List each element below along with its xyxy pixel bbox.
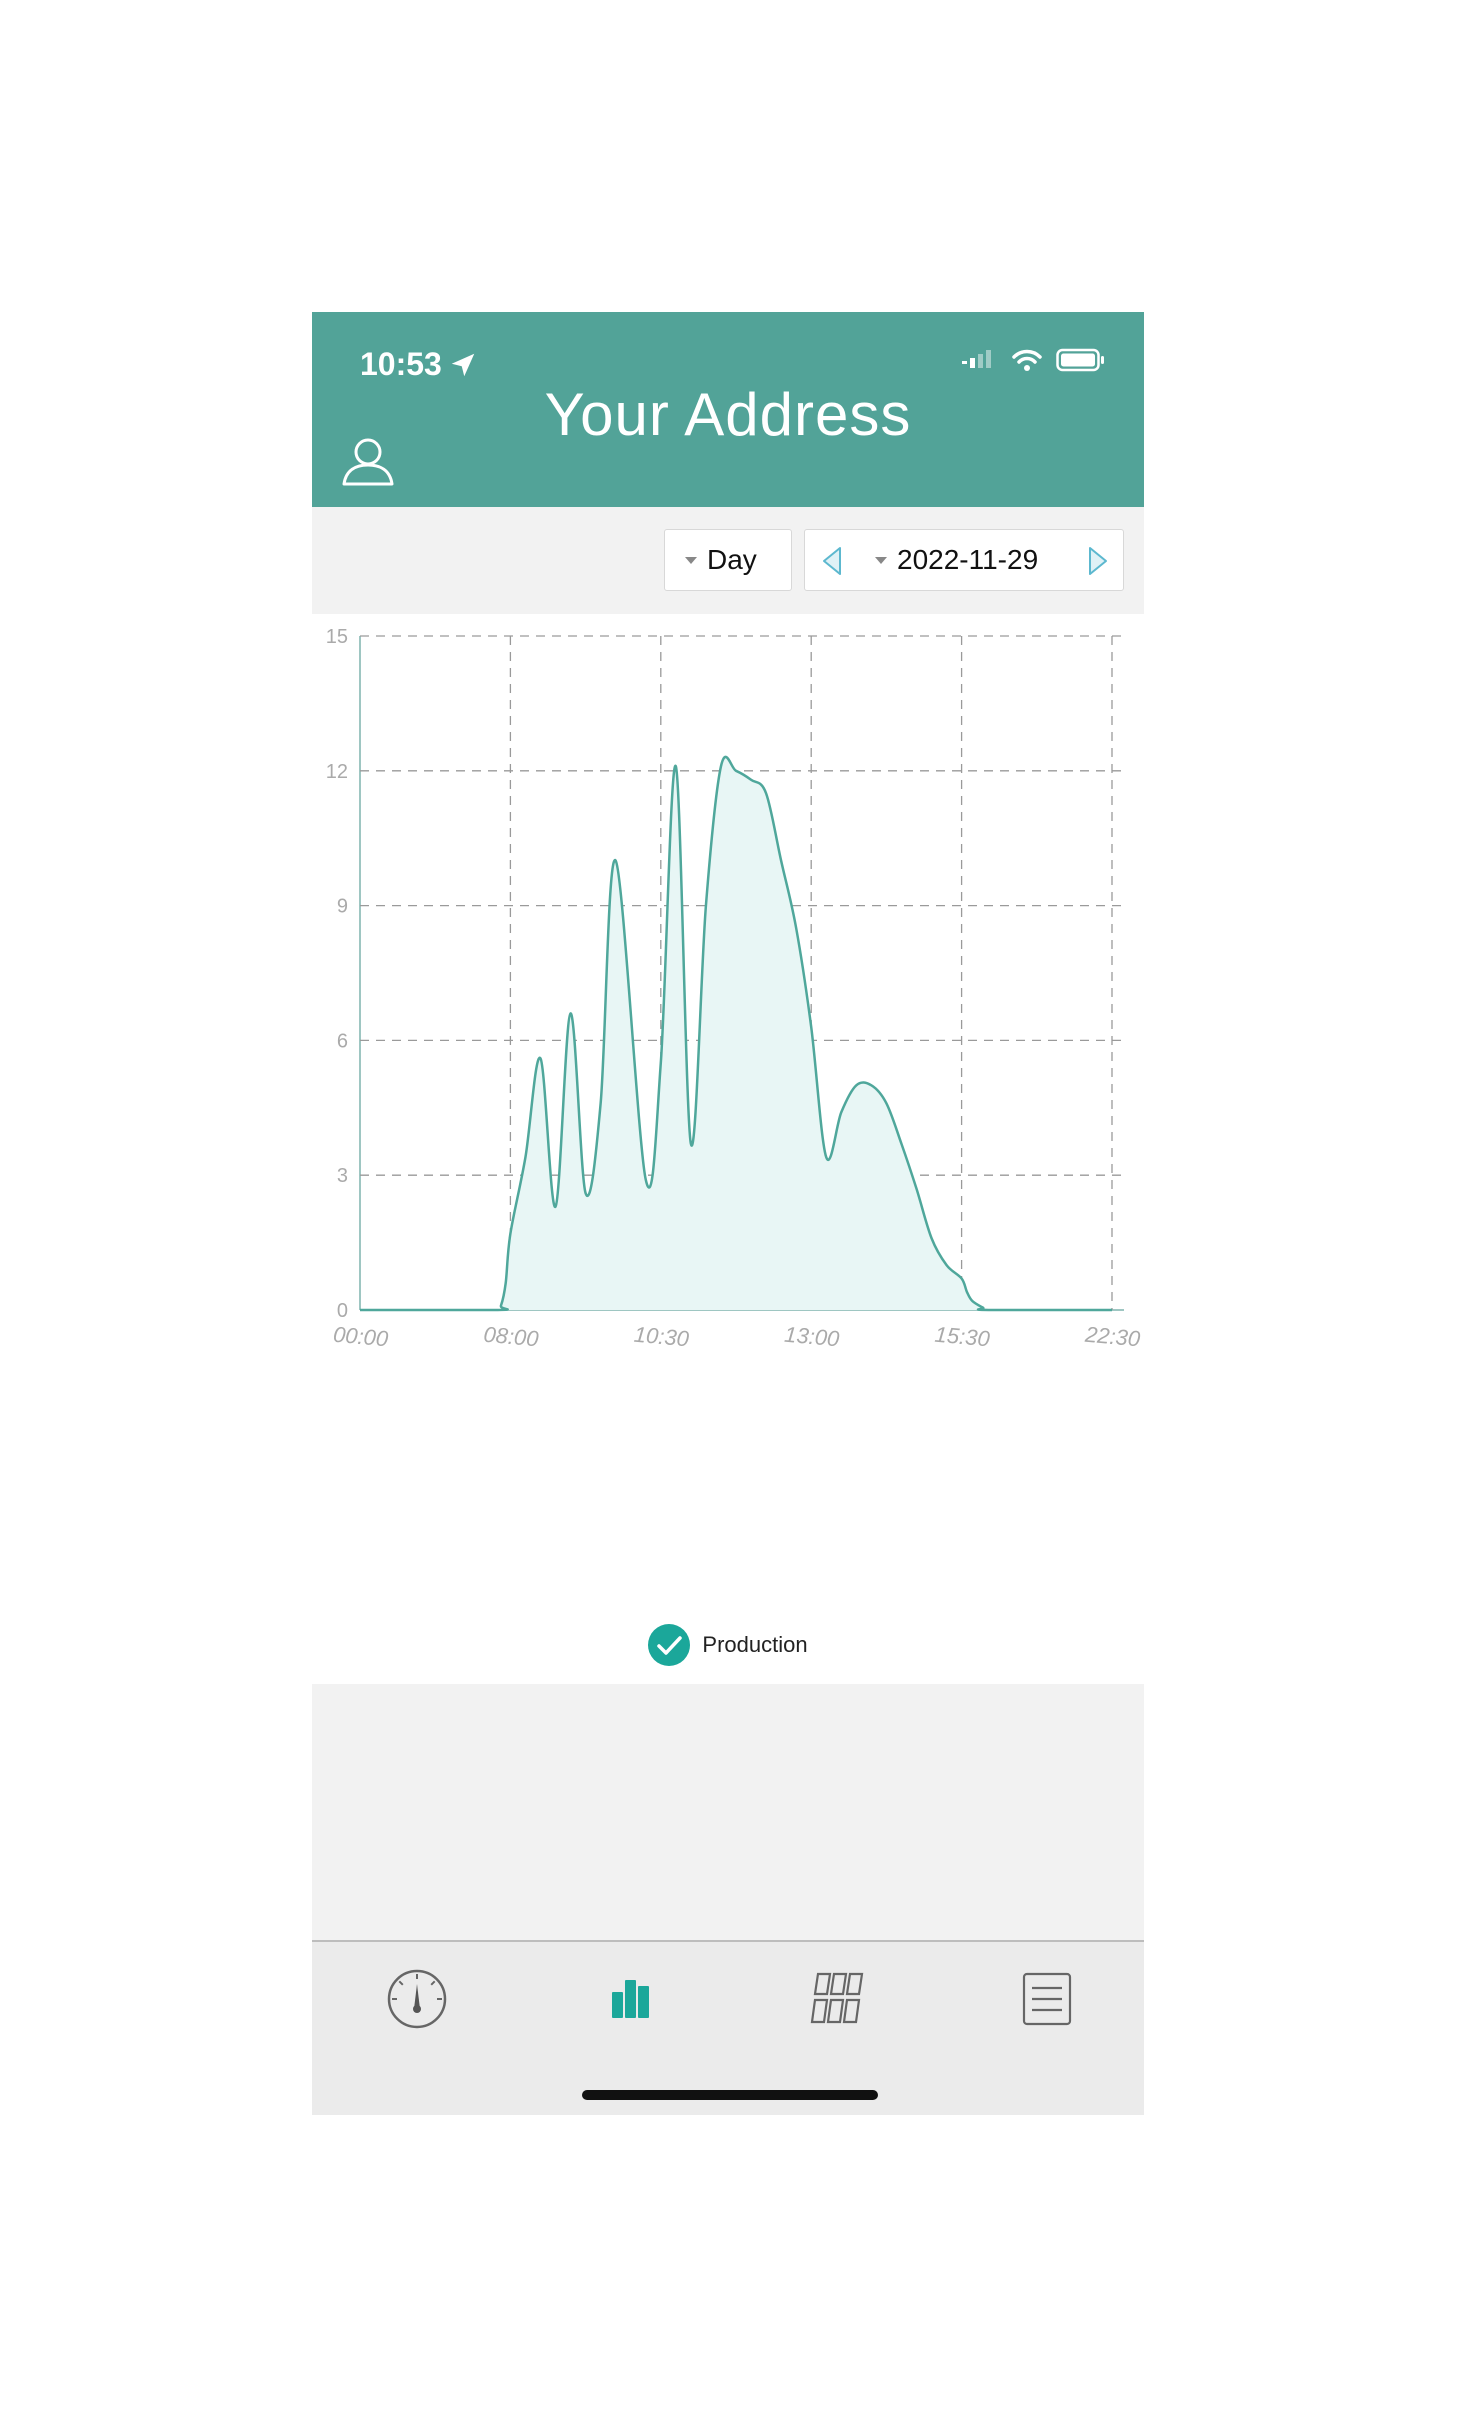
x-tick-label: 22:30 (1083, 1322, 1142, 1352)
user-icon[interactable] (340, 432, 396, 488)
home-indicator (582, 2090, 878, 2100)
date-dropdown[interactable]: 2022-11-29 (875, 544, 1038, 576)
production-line (360, 755, 1112, 1312)
production-chart: 0 3 6 9 12 15 00:00 08:00 10:30 13:00 15:30 22:30 (326, 626, 1142, 1352)
date-toolbar: Day 2022-11-29 (312, 507, 1144, 614)
period-label: Day (707, 544, 757, 575)
date-label: 2022-11-29 (897, 544, 1039, 575)
tab-bar (312, 1940, 1144, 2115)
y-axis-ticks: 0 3 6 9 12 15 (326, 626, 348, 1322)
x-tick-label: 10:30 (633, 1322, 691, 1352)
triangle-left-icon[interactable] (821, 545, 843, 577)
chart-legend[interactable]: Production (312, 1620, 1144, 1670)
content-spacer (312, 1684, 1144, 1940)
phone-screen: 10:53 Your Address (312, 312, 1144, 2115)
x-tick-label: 13:00 (783, 1322, 841, 1352)
x-tick-label: 08:00 (483, 1322, 541, 1352)
gauge-icon[interactable] (382, 1964, 452, 2034)
status-time-text: 10:53 (360, 346, 442, 382)
y-tick-label: 6 (337, 1030, 348, 1052)
x-axis-ticks: 00:00 08:00 10:30 13:00 15:30 22:30 (332, 1322, 1142, 1352)
y-tick-label: 9 (337, 896, 348, 918)
x-tick-label: 00:00 (332, 1322, 390, 1352)
chevron-down-icon (875, 556, 887, 564)
battery-icon (1056, 348, 1104, 372)
status-indicators (962, 348, 1106, 372)
y-tick-label: 15 (326, 626, 348, 648)
wifi-icon (1012, 349, 1042, 371)
y-tick-label: 12 (326, 761, 348, 783)
list-icon[interactable] (1012, 1964, 1082, 2034)
panels-grid-icon[interactable] (804, 1964, 874, 2034)
y-tick-label: 3 (337, 1165, 348, 1187)
production-area (360, 756, 1112, 1310)
app-header: 10:53 Your Address (312, 312, 1144, 507)
signal-icon (962, 350, 991, 368)
page-title: Your Address (544, 381, 912, 448)
bar-chart-icon[interactable] (594, 1964, 664, 2034)
x-tick-label: 15:30 (934, 1322, 992, 1352)
chevron-down-icon (685, 556, 697, 564)
triangle-right-icon[interactable] (1087, 545, 1109, 577)
location-arrow-icon (451, 353, 475, 376)
status-time: 10:53 (360, 346, 478, 383)
y-tick-label: 0 (337, 1300, 348, 1322)
period-dropdown[interactable]: Day (664, 529, 792, 591)
check-circle-icon[interactable] (648, 1624, 691, 1666)
legend-label: Production (702, 1632, 808, 1657)
date-selector[interactable]: 2022-11-29 (804, 529, 1124, 591)
